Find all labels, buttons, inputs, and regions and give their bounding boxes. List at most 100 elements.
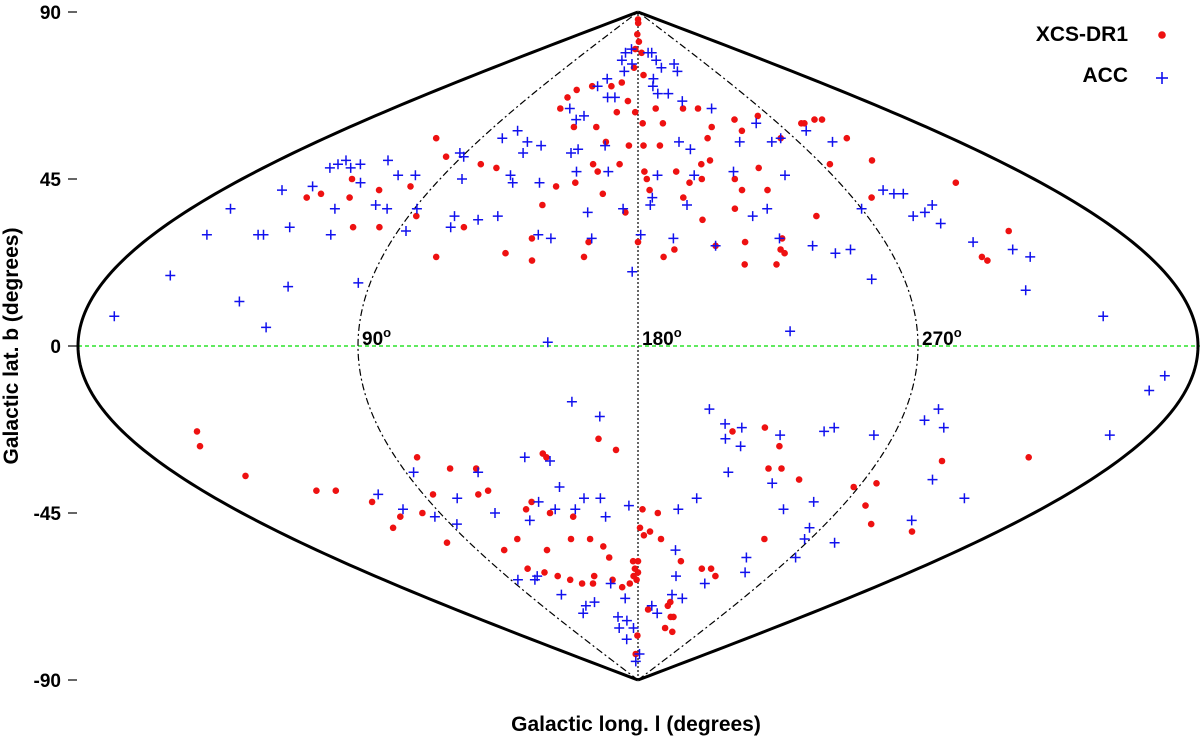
data-point (677, 593, 688, 604)
data-point (368, 498, 376, 506)
data-point (677, 557, 685, 565)
y-ticks: 90 45 0 -45 -90 (34, 3, 77, 692)
data-point (618, 203, 629, 214)
data-point (580, 600, 591, 611)
data-point (689, 170, 700, 181)
grid-layer (78, 11, 1200, 681)
data-point (672, 66, 683, 77)
data-point (927, 200, 938, 210)
data-point (592, 81, 603, 92)
data-point (867, 520, 875, 528)
data-point (349, 223, 357, 231)
data-point (747, 211, 758, 222)
legend-label-acc: ACC (1083, 64, 1129, 87)
y-tick-label: -90 (34, 671, 61, 692)
data-point (566, 396, 577, 407)
data-point (682, 200, 692, 210)
data-point (804, 522, 815, 533)
data-point (736, 422, 747, 433)
data-point (706, 157, 714, 164)
data-point (623, 500, 634, 511)
data-point (528, 235, 536, 242)
data-point (579, 493, 589, 504)
meridian-270 (637, 11, 919, 681)
data-point (630, 572, 637, 580)
data-point (673, 504, 684, 515)
data-point (646, 186, 653, 194)
sky-boundary (76, 10, 1200, 682)
data-point (609, 92, 620, 103)
data-point (706, 103, 717, 114)
data-point (1098, 311, 1109, 322)
data-point (618, 583, 626, 591)
data-point (754, 112, 762, 120)
data-point (608, 82, 615, 90)
data-point (629, 557, 637, 565)
data-point (375, 186, 383, 194)
data-point (873, 480, 880, 487)
data-point (738, 186, 746, 194)
data-point (407, 183, 414, 190)
data-point (790, 552, 801, 563)
y-tick-label: -45 (34, 504, 62, 525)
data-point (766, 136, 777, 147)
data-point (564, 103, 575, 114)
data-point (631, 108, 639, 116)
data-point (819, 426, 830, 437)
data-point (602, 138, 610, 146)
data-point (408, 467, 419, 478)
data-point (694, 105, 702, 112)
data-point (775, 133, 786, 144)
data-point (647, 192, 658, 203)
data-point (579, 110, 589, 121)
data-point (580, 253, 588, 261)
data-point (621, 634, 632, 645)
data-point (353, 277, 364, 288)
data-point (542, 337, 553, 348)
data-point (845, 244, 856, 255)
data-point (672, 168, 680, 175)
data-point (545, 233, 556, 244)
data-point (452, 493, 463, 504)
data-point (500, 546, 508, 554)
data-point (677, 96, 688, 107)
data-point (602, 73, 613, 84)
data-point (652, 608, 663, 619)
data-point (641, 168, 648, 175)
data-point (818, 116, 826, 123)
data-point (734, 136, 745, 147)
data-point (419, 509, 426, 517)
data-point (1005, 227, 1012, 235)
data-point (512, 125, 523, 136)
data-point (731, 116, 738, 123)
data-point (908, 211, 919, 222)
meridian-90 (357, 11, 639, 681)
data-point (473, 214, 484, 225)
data-point (355, 159, 366, 170)
data-point (1020, 285, 1031, 296)
data-point (634, 238, 642, 246)
data-point (968, 237, 979, 248)
data-point (620, 593, 631, 604)
data-point (908, 528, 916, 535)
data-point (449, 211, 460, 222)
data-point (599, 190, 607, 198)
data-point (564, 94, 571, 101)
data-point (669, 628, 676, 636)
data-point (519, 452, 530, 463)
data-point (475, 491, 482, 498)
data-point (862, 502, 869, 509)
data-point (557, 105, 564, 112)
data-point (566, 576, 574, 584)
data-point (413, 454, 421, 461)
data-point (830, 248, 841, 259)
data-point (652, 170, 663, 181)
data-point (522, 136, 533, 147)
series-xcs-dr1 (193, 16, 1032, 658)
data-point (691, 493, 702, 504)
data-point (674, 136, 684, 147)
legend-marker-xcs-dr1 (1158, 31, 1166, 39)
data-point (668, 233, 679, 244)
data-point (193, 428, 201, 435)
